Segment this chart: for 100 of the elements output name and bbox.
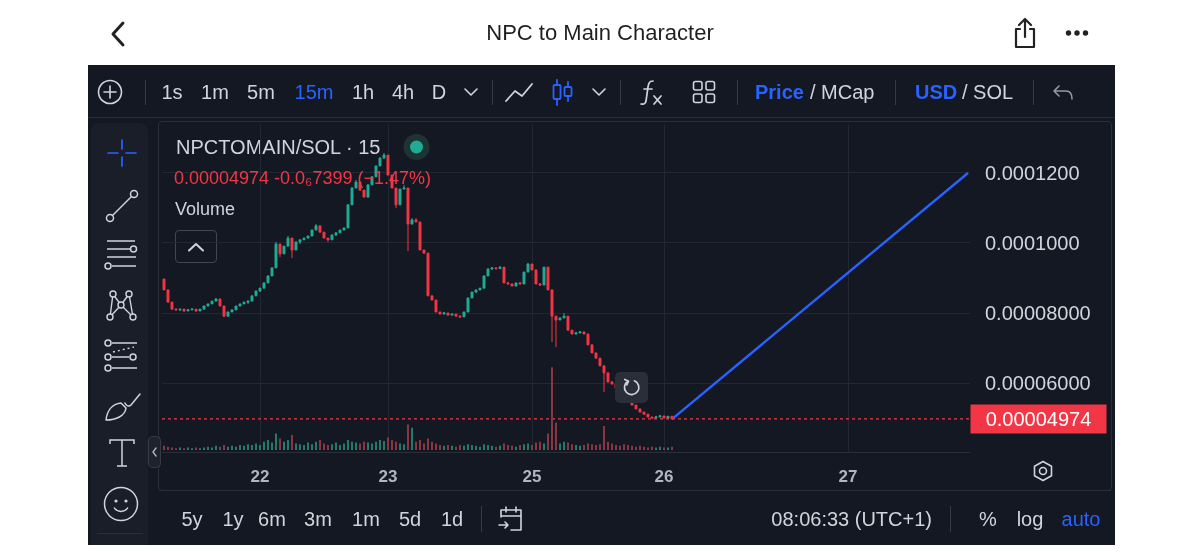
candlestick	[334, 232, 338, 237]
candlestick	[294, 241, 298, 251]
bar	[271, 442, 273, 450]
candlestick	[410, 217, 414, 225]
bar	[447, 445, 449, 450]
text: D	[431, 80, 447, 104]
bar	[459, 445, 461, 450]
bar	[499, 445, 501, 450]
candlestick	[642, 411, 646, 415]
bar	[603, 426, 605, 450]
bar	[339, 445, 341, 450]
candlestick	[242, 301, 246, 305]
bar	[487, 445, 489, 450]
bar	[507, 445, 509, 450]
candlestick	[302, 237, 306, 241]
candlestick	[498, 265, 502, 270]
bar	[327, 445, 329, 450]
text: USD	[915, 80, 958, 104]
candlestick	[638, 408, 642, 413]
bar	[295, 443, 297, 450]
bar	[443, 445, 445, 450]
bar	[503, 443, 505, 450]
bar	[535, 442, 537, 450]
bar	[511, 445, 513, 450]
text: 1d	[440, 507, 464, 531]
bar	[343, 443, 345, 450]
bar	[639, 445, 641, 450]
bar	[431, 441, 433, 450]
candlestick	[510, 283, 514, 287]
candlestick	[494, 267, 498, 271]
candlestick	[234, 305, 238, 311]
candlestick	[442, 311, 446, 315]
candlestick	[542, 266, 546, 286]
text: auto	[1061, 507, 1101, 531]
bar	[575, 445, 577, 450]
candlestick	[518, 281, 522, 285]
bar	[539, 441, 541, 450]
text: 5y	[181, 507, 203, 531]
x-tick-label: 25	[522, 467, 542, 487]
bar	[379, 440, 381, 450]
text: 5m	[247, 80, 275, 104]
bar	[599, 444, 601, 450]
bar	[439, 445, 441, 450]
bar	[399, 443, 401, 450]
bar	[415, 441, 417, 450]
bar	[319, 440, 321, 450]
bar	[491, 445, 493, 450]
candlestick	[502, 266, 506, 284]
candlestick	[202, 305, 206, 310]
bar	[427, 438, 429, 450]
bar	[547, 433, 549, 450]
candlestick	[426, 252, 430, 297]
bar	[303, 445, 305, 450]
ref-line-label: 0.00004974	[985, 408, 1092, 430]
text: 3m	[304, 507, 332, 531]
chart-title: Volume	[175, 198, 236, 220]
bar	[555, 422, 557, 450]
y-tick-label: 0.00006000	[985, 372, 1091, 395]
x-tick-label: 27	[838, 467, 858, 487]
candlestick	[450, 313, 454, 316]
bar	[231, 445, 233, 450]
candlestick	[562, 312, 566, 319]
text: 6m	[258, 507, 286, 531]
candlestick	[558, 317, 562, 321]
candlestick	[398, 188, 402, 206]
candlestick	[634, 404, 638, 410]
candlestick	[338, 229, 342, 234]
bar	[363, 441, 365, 450]
bar	[435, 443, 437, 450]
bar	[471, 445, 473, 450]
bar	[591, 444, 593, 450]
candlestick	[198, 308, 202, 312]
bar	[595, 445, 597, 450]
bar	[335, 442, 337, 450]
bar	[611, 443, 613, 450]
y-tick-label: 0.0001200	[985, 161, 1080, 184]
bar	[287, 440, 289, 450]
bar	[607, 441, 609, 450]
candlestick	[278, 243, 282, 258]
bar	[259, 445, 261, 450]
bar	[531, 445, 533, 450]
bar	[347, 440, 349, 450]
bar	[315, 441, 317, 450]
bar	[359, 443, 361, 450]
bar	[351, 441, 353, 450]
bar	[275, 433, 277, 450]
bar	[567, 442, 569, 450]
text: 15m	[294, 80, 334, 104]
text: %	[979, 507, 997, 531]
candlestick	[182, 308, 186, 313]
text: 5d	[398, 507, 422, 531]
x-tick-label: 22	[250, 467, 270, 487]
bar	[615, 445, 617, 450]
bar	[387, 437, 389, 450]
text: Price	[755, 80, 804, 104]
text: NPCTOMAIN/SOL · 15	[176, 135, 381, 159]
bar	[291, 435, 293, 450]
candlestick	[330, 234, 334, 241]
text: 1m	[352, 507, 380, 531]
bar	[627, 445, 629, 450]
